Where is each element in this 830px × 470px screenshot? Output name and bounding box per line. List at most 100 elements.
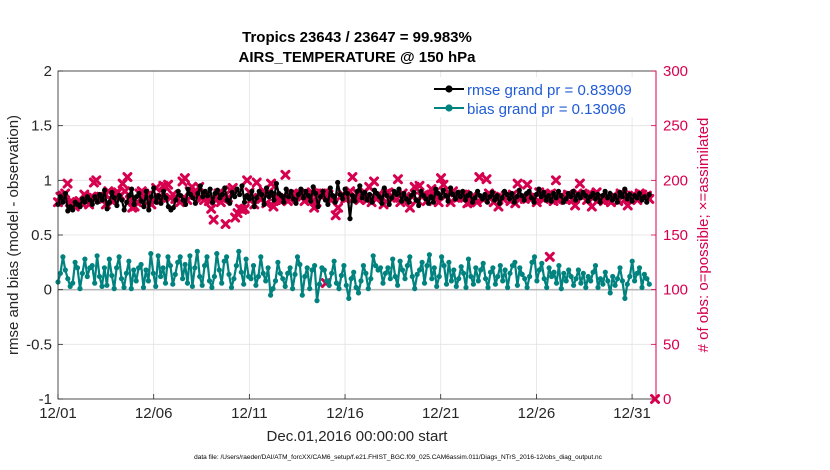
y-tick-label: 0 xyxy=(44,282,52,299)
bias-point xyxy=(458,264,464,270)
bias-point xyxy=(189,283,195,289)
bias-point xyxy=(214,251,220,257)
rmse-point xyxy=(281,199,287,205)
rmse-point xyxy=(131,201,137,207)
bias-point xyxy=(111,286,117,292)
bias-point xyxy=(421,280,428,286)
obs-marker xyxy=(369,176,379,187)
bias-point xyxy=(294,254,301,260)
bias-point xyxy=(126,258,132,264)
bias-point xyxy=(571,282,577,288)
rmse-point xyxy=(82,199,88,205)
rmse-point xyxy=(494,193,500,199)
obs-marker xyxy=(392,174,403,185)
x-tick-label: 12/26 xyxy=(518,405,556,422)
obs-outlier-marker xyxy=(544,251,555,262)
bias-point xyxy=(495,273,501,280)
obs-marker xyxy=(586,201,597,212)
bias-point xyxy=(268,292,274,298)
bias-point xyxy=(443,281,450,287)
bias-point xyxy=(424,263,430,269)
obs-marker xyxy=(91,175,102,186)
bias-point xyxy=(395,282,401,288)
bias-point xyxy=(221,258,227,264)
bias-point xyxy=(299,292,305,298)
rmse-point xyxy=(359,195,365,201)
rmse-point xyxy=(462,197,468,203)
rmse-point xyxy=(617,189,623,195)
rmse-point xyxy=(344,190,351,197)
bias-point xyxy=(101,265,107,271)
bias-point xyxy=(380,280,386,286)
bias-point xyxy=(182,261,188,268)
bias-point xyxy=(514,282,521,288)
bias-point xyxy=(62,267,68,273)
left-y-axis: -1 -0.5 0 0.5 1 1.5 2 xyxy=(26,63,63,408)
legend: rmse grand pr = 0.83909 bias grand pr = … xyxy=(430,77,652,118)
rmse-point xyxy=(70,207,76,213)
rmse-point xyxy=(249,188,255,194)
bias-point xyxy=(407,254,413,260)
rmse-point xyxy=(97,191,103,198)
bias-point xyxy=(556,263,562,269)
bias-point xyxy=(270,286,276,292)
bias-point xyxy=(197,273,203,280)
rmse-point xyxy=(266,194,272,200)
rmse-point xyxy=(533,191,540,198)
rmse-point xyxy=(180,197,186,203)
bias-point xyxy=(70,280,76,286)
bias-point xyxy=(377,265,384,271)
bias-point xyxy=(96,273,103,280)
obs-marker xyxy=(330,210,341,221)
bias-point xyxy=(216,267,222,273)
bias-point xyxy=(260,270,266,276)
bias-point xyxy=(490,265,496,271)
rmse-point xyxy=(605,195,611,201)
rmse-point xyxy=(264,185,270,191)
rmse-point xyxy=(106,199,113,205)
rmse-point xyxy=(354,188,360,194)
rmse-point xyxy=(104,206,110,212)
rmse-point xyxy=(563,196,569,202)
bias-point xyxy=(224,254,230,260)
bias-point xyxy=(639,284,645,291)
bias-point xyxy=(409,273,415,280)
bias-point xyxy=(228,284,235,291)
right-y-axis: 0 50 100 150 200 250 300 xyxy=(651,63,688,408)
bias-point xyxy=(82,256,88,262)
bias-point xyxy=(180,276,186,282)
rmse-point xyxy=(315,204,321,210)
bias-point xyxy=(290,286,296,292)
rmse-point xyxy=(573,197,579,203)
bias-point xyxy=(302,273,308,280)
bias-point xyxy=(160,265,166,271)
bias-point xyxy=(641,271,648,277)
rmse-point xyxy=(597,199,603,205)
rmse-point xyxy=(237,191,243,198)
rmse-point xyxy=(541,189,547,195)
bias-point xyxy=(165,254,171,260)
rmse-point xyxy=(602,188,608,194)
rmse-point xyxy=(300,195,306,201)
bias-point xyxy=(314,298,320,304)
bias-point xyxy=(644,276,650,282)
rmse-point xyxy=(609,197,616,203)
bias-point xyxy=(287,265,293,271)
bias-point xyxy=(470,281,476,287)
bias-point xyxy=(646,281,652,287)
rmse-point xyxy=(114,202,120,209)
y2-tick-label: 100 xyxy=(663,282,688,299)
rmse-point xyxy=(470,199,476,205)
rmse-point xyxy=(214,187,221,193)
rmse-point xyxy=(124,199,130,205)
bias-point xyxy=(148,251,154,257)
rmse-point xyxy=(641,194,648,200)
rmse-point xyxy=(200,194,206,200)
rmse-point xyxy=(381,185,387,191)
rmse-point xyxy=(116,193,122,199)
rmse-point xyxy=(644,199,650,205)
obs-marker xyxy=(163,179,174,190)
rmse-point xyxy=(286,194,292,200)
bias-point xyxy=(451,267,457,273)
bias-point xyxy=(65,276,71,282)
